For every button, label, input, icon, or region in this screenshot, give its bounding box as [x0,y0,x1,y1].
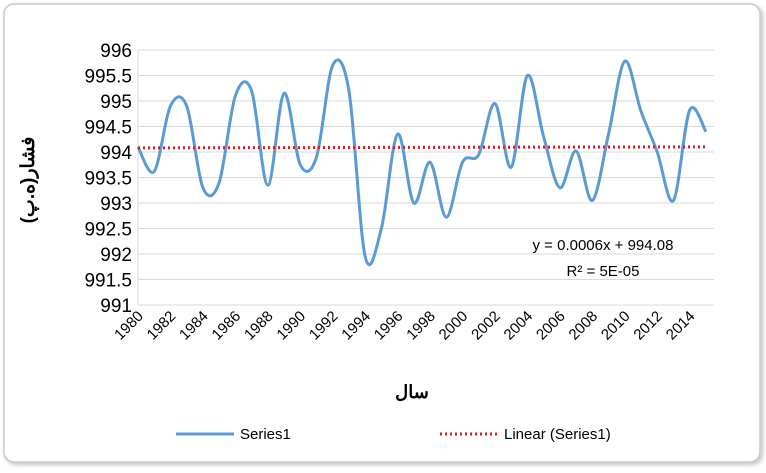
y-tick-label: 994.5 [84,118,132,139]
y-tick-label: 991.5 [84,271,132,292]
y-tick-label: 995.5 [84,67,132,88]
y-axis-ticks: 996 995.5 995 994.5 994 993.5 993 992.5 992 991.5… [84,41,132,317]
legend-trend-label: Linear (Series1) [504,426,611,443]
y-tick-label: 996 [100,41,132,62]
y-tick-label: 991 [100,296,132,317]
y-tick-label: 993.5 [84,169,132,190]
y-tick-label: 993 [100,194,132,215]
legend: Series1 Linear (Series1) [176,426,611,443]
series-line [136,58,708,267]
y-axis-title: فشار(ه.پ) [18,137,39,224]
trendline-equation: y = 0.0006x + 994.08 [533,237,674,254]
y-tick-label: 992 [100,245,132,266]
y-tick-label: 995 [100,92,132,113]
plot-area [136,58,708,267]
legend-series1-label: Series1 [240,426,291,443]
trendline-r-squared: R² = 5E-05 [567,263,640,280]
chart-border [3,3,761,463]
x-axis-title: سال [395,382,429,402]
y-tick-label: 994 [100,143,132,164]
y-tick-label: 992.5 [84,220,132,241]
